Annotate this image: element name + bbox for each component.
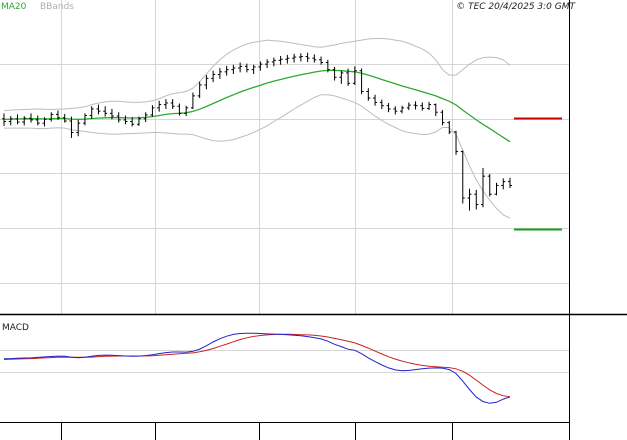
ohlc-bar — [238, 62, 243, 73]
macd-lines — [3, 332, 511, 404]
ohlc-bar — [197, 81, 202, 99]
ohlc-bar — [454, 130, 459, 155]
ohlc-bar — [433, 103, 438, 117]
ohlc-bar — [271, 57, 276, 67]
ohlc-bar — [366, 88, 371, 101]
ohlc-bar — [305, 52, 310, 62]
bollinger-upper-band — [3, 38, 511, 112]
ohlc-bar — [82, 113, 87, 126]
ohlc-bar — [319, 56, 324, 65]
ohlc-bar — [204, 75, 209, 90]
ohlc-bar — [184, 105, 189, 117]
ohlc-bar — [136, 116, 141, 126]
bb-upper-line — [3, 38, 511, 112]
ohlc-bar — [177, 103, 182, 116]
ohlc-bar — [501, 178, 506, 190]
ohlc-bar — [76, 119, 81, 137]
ohlc-bar — [359, 68, 364, 95]
ohlc-bar — [339, 70, 344, 84]
ohlc-bar — [251, 64, 256, 74]
ohlc-bar — [440, 110, 445, 126]
macd-line — [3, 332, 511, 404]
ohlc-bar — [298, 53, 303, 62]
ohlc-bar — [244, 63, 249, 73]
ohlc-bar — [508, 177, 512, 189]
bb-lower-line — [4, 94, 511, 219]
ohlc-bar — [130, 117, 135, 127]
ohlc-bar — [413, 101, 418, 110]
ohlc-bar — [447, 120, 452, 135]
ohlc-bar — [332, 66, 337, 81]
ohlc-bar — [8, 116, 13, 126]
price-levels — [514, 117, 562, 231]
ohlc-bar — [49, 112, 54, 122]
ohlc-bar — [35, 115, 40, 126]
ohlc-bar — [406, 102, 411, 111]
ma20-line — [3, 69, 511, 143]
ohlc-bar — [143, 112, 148, 123]
ohlc-bar — [386, 102, 391, 113]
ohlc-bar — [352, 66, 357, 85]
ohlc-bar — [89, 106, 94, 119]
ohlc-bar — [292, 53, 297, 63]
ohlc-bar — [285, 54, 290, 64]
ohlc-bar — [346, 68, 351, 87]
macd-grid — [0, 350, 569, 373]
ohlc-bar — [400, 105, 405, 114]
bbands-legend: BBands — [40, 2, 74, 12]
ohlc-bar — [494, 182, 499, 196]
ohlc-bar — [427, 101, 432, 111]
ohlc-bar — [55, 110, 60, 120]
time-x-axis — [61, 422, 453, 440]
ohlc-bar — [467, 188, 472, 211]
ohlc-bar — [231, 64, 236, 74]
ohlc-bar — [42, 117, 47, 127]
bollinger-lower-band — [4, 94, 511, 219]
ohlc-bar — [312, 54, 317, 63]
ohlc-bar — [15, 114, 20, 125]
ohlc-bar — [96, 104, 101, 115]
ohlc-bar — [474, 189, 479, 210]
ohlc-bar — [22, 116, 27, 126]
ohlc-bar — [278, 55, 283, 65]
ohlc-bar — [157, 100, 162, 112]
ohlc-bar — [393, 106, 398, 115]
ohlc-bar — [163, 99, 168, 109]
ohlc-bar — [211, 70, 216, 83]
ohlc-bar — [150, 105, 155, 117]
ohlc-bar — [2, 113, 6, 126]
ohlc-bar — [170, 99, 175, 109]
ohlc-bar — [373, 94, 378, 106]
ohlc-bar — [116, 112, 121, 123]
ohlc-bars — [2, 52, 512, 211]
ohlc-bar — [123, 115, 128, 125]
ma20-legend: MA20 — [1, 2, 27, 12]
ohlc-bar — [103, 106, 108, 117]
ohlc-bar — [460, 150, 465, 204]
ohlc-bar — [379, 99, 384, 109]
ohlc-bar — [481, 167, 486, 208]
ohlc-bar — [325, 59, 330, 73]
macd-panel-title: MACD — [2, 323, 29, 333]
ohlc-bar — [258, 61, 263, 71]
copyright-text: © TEC 20/4/2025 3:0 GMT — [456, 2, 576, 12]
ohlc-bar — [487, 173, 492, 197]
ohlc-bar — [69, 116, 74, 138]
signal-line — [3, 333, 511, 398]
ohlc-bar — [28, 113, 33, 123]
ohlc-bar — [217, 67, 222, 79]
ma20-path — [3, 69, 511, 143]
ohlc-bar — [109, 108, 114, 120]
ohlc-bar — [265, 59, 270, 68]
ohlc-bar — [62, 113, 67, 123]
price-grid — [0, 0, 569, 314]
ohlc-bar — [224, 65, 229, 76]
ohlc-bar — [420, 102, 425, 111]
ohlc-bar — [190, 92, 195, 109]
